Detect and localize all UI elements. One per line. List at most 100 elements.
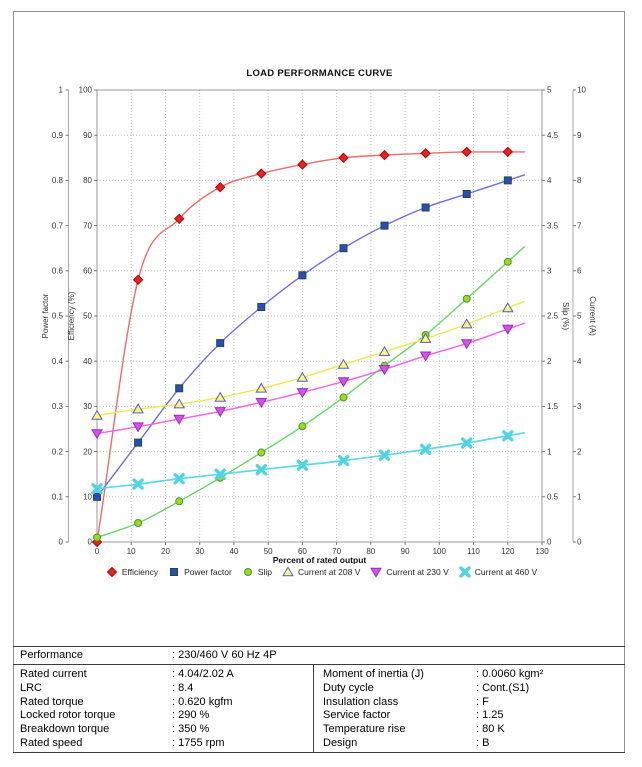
diamond-legend-marker-icon — [106, 566, 118, 578]
svg-text:1: 1 — [577, 493, 582, 502]
svg-text:80: 80 — [83, 176, 92, 185]
spec-label: LRC — [20, 681, 43, 694]
legend-label: Current at 460 V — [474, 567, 538, 577]
svg-text:0.3: 0.3 — [52, 402, 64, 411]
spec-col-left: Rated current: 4.04/2.02 A LRC: 8.4 Rated … — [13, 665, 313, 752]
axis-current: 0 1 2 3 4 5 6 7 8 9 10 Current (A) — [572, 86, 597, 547]
svg-text:80: 80 — [366, 547, 375, 556]
spec-row-right: Service factor: 1.25 — [314, 708, 625, 722]
axis-title-efficiency: Efficiency (%) — [67, 291, 76, 340]
spec-label: Rated current — [20, 667, 87, 680]
load-performance-chart: 0 0.1 0.2 0.3 0.4 0.5 0.6 0.7 0.8 0.9 1 Power facto… — [41, 68, 597, 564]
svg-text:2.5: 2.5 — [547, 312, 559, 321]
svg-text:5: 5 — [547, 86, 552, 95]
spec-value: : 1755 rpm — [172, 737, 225, 750]
svg-text:3.5: 3.5 — [547, 221, 559, 230]
spec-label: Locked rotor torque — [20, 709, 116, 722]
svg-text:130: 130 — [535, 547, 549, 556]
axis-x: 0 10 20 30 40 50 60 70 80 90 100 110 120 130 Percent o… — [95, 542, 549, 564]
spec-table: Performance : 230/460 V 60 Hz 4P Rated c… — [13, 646, 625, 753]
x-axis-title: Percent of rated output — [273, 555, 367, 564]
svg-text:2: 2 — [577, 447, 582, 456]
spec-label: Breakdown torque — [20, 723, 110, 736]
spec-value: : 0.620 kgfm — [172, 695, 233, 708]
spec-value: : F — [476, 695, 489, 708]
spec-row-left: Breakdown torque: 350 % — [13, 722, 313, 736]
svg-text:1: 1 — [59, 86, 64, 95]
x-legend-marker-icon — [459, 566, 471, 578]
spec-value: : Cont.(S1) — [476, 681, 530, 694]
legend-item-slip: Slip — [241, 566, 272, 578]
series-current-at-230-v — [91, 322, 526, 440]
series-current-at-460-v — [91, 430, 526, 495]
spec-label: Temperature rise — [323, 723, 406, 736]
svg-text:50: 50 — [264, 547, 273, 556]
svg-text:0: 0 — [95, 547, 100, 556]
axes: 0 0.1 0.2 0.3 0.4 0.5 0.6 0.7 0.8 0.9 1 Power facto… — [41, 86, 597, 547]
svg-text:2: 2 — [547, 357, 552, 366]
svg-text:70: 70 — [332, 547, 341, 556]
spec-row-right: Design: B — [314, 736, 625, 750]
spec-section: Rated current: 4.04/2.02 A LRC: 8.4 Rated … — [13, 665, 625, 753]
svg-text:4.5: 4.5 — [547, 131, 559, 140]
svg-text:40: 40 — [229, 547, 238, 556]
chart-title: LOAD PERFORMANCE CURVE — [246, 68, 392, 79]
axis-title-power_factor: Power factor — [41, 293, 50, 338]
spec-value: : 4.04/2.02 A — [172, 667, 234, 680]
svg-text:3: 3 — [547, 267, 552, 276]
spec-row-left: Rated torque: 0.620 kgfm — [13, 695, 313, 709]
axis-title-current: Current (A) — [588, 296, 597, 336]
svg-text:120: 120 — [501, 547, 515, 556]
svg-text:20: 20 — [83, 447, 92, 456]
svg-text:0: 0 — [547, 538, 552, 547]
svg-text:0: 0 — [577, 538, 582, 547]
svg-text:30: 30 — [195, 547, 204, 556]
triangle-up-legend-marker-icon — [282, 566, 294, 577]
axis-efficiency: 0 10 20 30 40 50 60 70 80 90 100 Efficiency (%) — [67, 86, 97, 547]
svg-text:0: 0 — [59, 538, 64, 547]
svg-text:10: 10 — [577, 86, 586, 95]
spec-row-right: Temperature rise: 80 K — [314, 722, 625, 736]
spec-row-left: Locked rotor torque : 290 % — [13, 708, 313, 722]
legend-label: Slip — [257, 567, 272, 577]
svg-text:10: 10 — [83, 493, 92, 502]
legend-item-efficiency: Efficiency — [105, 566, 158, 578]
series-current-at-208-v — [91, 300, 526, 420]
spec-row-left: Rated speed : 1755 rpm — [13, 736, 313, 750]
svg-text:4: 4 — [577, 357, 582, 366]
spec-value: : 0.0060 kgm² — [476, 667, 544, 680]
svg-text:0.5: 0.5 — [52, 312, 64, 321]
svg-text:1.5: 1.5 — [547, 402, 559, 411]
series-efficiency — [91, 146, 525, 548]
legend-item-current-at-230-v: Current at 230 V — [369, 566, 449, 578]
gridlines — [96, 89, 543, 543]
performance-value: : 230/460 V 60 Hz 4P — [172, 649, 277, 661]
spec-label: Service factor — [323, 709, 391, 722]
legend-item-power-factor: Power factor — [167, 566, 232, 578]
axis-power_factor: 0 0.1 0.2 0.3 0.4 0.5 0.6 0.7 0.8 0.9 1 Power facto… — [41, 86, 69, 547]
triangle-down-legend-marker-icon — [370, 567, 383, 578]
spec-label: Duty cycle — [323, 681, 374, 694]
performance-row: Performance : 230/460 V 60 Hz 4P — [13, 646, 625, 665]
legend-label: Current at 208 V — [298, 567, 361, 577]
spec-label: Rated speed — [20, 737, 83, 750]
svg-text:0.4: 0.4 — [52, 357, 64, 366]
legend-label: Efficiency — [121, 567, 159, 577]
svg-text:0.5: 0.5 — [547, 493, 559, 502]
svg-text:4: 4 — [547, 176, 552, 185]
svg-text:10: 10 — [127, 547, 136, 556]
svg-text:5: 5 — [577, 312, 582, 321]
spec-value: : 8.4 — [172, 681, 194, 694]
svg-text:90: 90 — [83, 131, 92, 140]
spec-label: Insulation class — [323, 695, 399, 708]
spec-row-right: Moment of inertia (J): 0.0060 kgm² — [314, 667, 625, 681]
axis-slip: 0 0.5 1 1.5 2 2.5 3 3.5 4 4.5 5 Slip (%) — [542, 86, 570, 547]
svg-text:0.2: 0.2 — [52, 447, 64, 456]
axis-title-slip: Slip (%) — [561, 302, 570, 330]
square-legend-marker-icon — [170, 568, 179, 576]
chart-legend: Efficiency Power factor Slip Current at 208… — [0, 566, 642, 578]
spec-value: : 290 % — [172, 709, 210, 722]
performance-label: Performance — [20, 649, 83, 661]
svg-text:110: 110 — [467, 547, 480, 556]
